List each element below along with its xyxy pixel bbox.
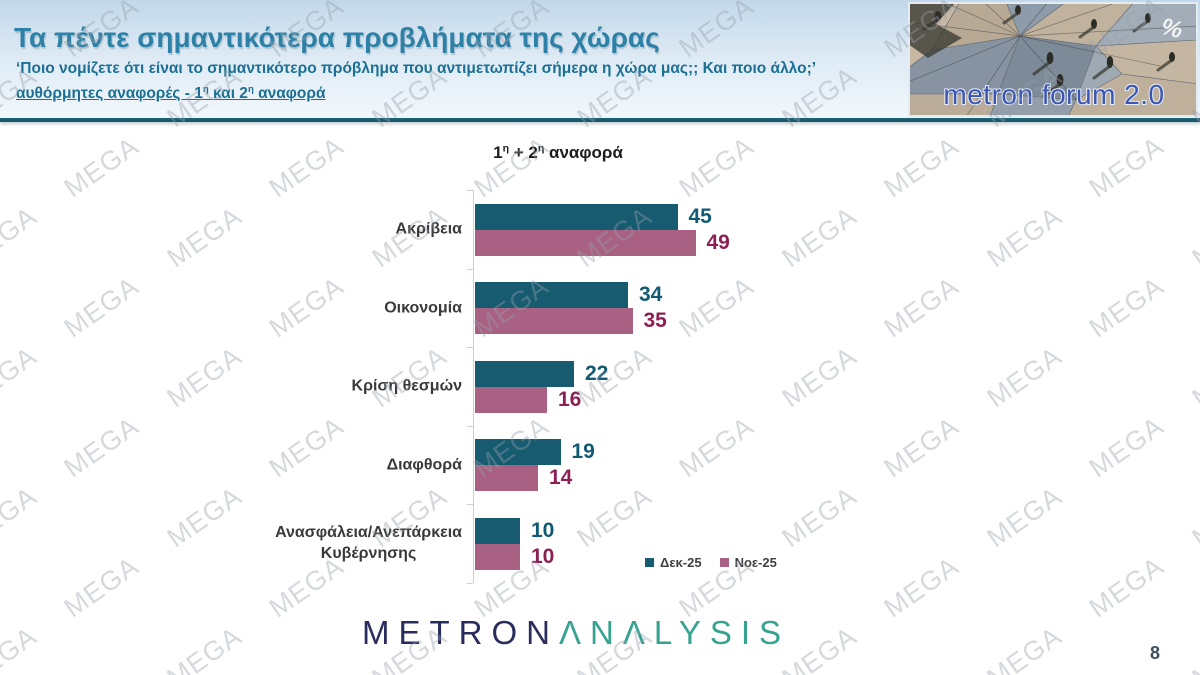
- value-label: 10: [531, 544, 555, 568]
- category-label: Κρίση θεσμών: [351, 377, 462, 395]
- bar-segment: [475, 203, 678, 230]
- plot-area: Ακρίβεια 45 49 Οικονομία 34 35 Κρίση θεσμών 22 1…: [0, 190, 1200, 584]
- page-number: 8: [1149, 643, 1160, 663]
- value-label: 22: [585, 361, 609, 385]
- value-label: 14: [549, 466, 573, 489]
- header-subtitle-underlined: αυθόρμητες αναφορές - 1η και 2η αναφορά: [16, 83, 326, 102]
- value-label: 35: [643, 309, 667, 332]
- watermark-text: MEGA: [981, 620, 1068, 675]
- bar-segment: [475, 439, 561, 465]
- legend-item: Νοε-25: [719, 555, 777, 570]
- legend-swatch-icon: [719, 558, 729, 567]
- bar-segment: [475, 282, 628, 308]
- y-axis-line: [473, 190, 474, 583]
- axis-tick: [467, 504, 473, 505]
- axis-tick: [467, 347, 473, 348]
- watermark-text: MEGA: [0, 620, 43, 675]
- category-label: Ακρίβεια: [395, 220, 462, 238]
- page-title: Τα πέντε σημαντικότερα προβλήματα της χώ…: [14, 22, 660, 53]
- metron-forum-photo: % metron forum 2.0: [907, 1, 1199, 118]
- category-label: Διαφθορά: [386, 456, 462, 474]
- axis-tick: [467, 268, 473, 270]
- watermark-text: MEGA: [161, 620, 248, 675]
- axis-tick: [467, 425, 473, 427]
- bar-segment: [475, 308, 633, 334]
- header-subtitle: ‘Ποιο νομίζετε ότι είναι το σημαντικότερ…: [16, 60, 817, 77]
- legend-label: Δεκ-25: [660, 555, 702, 570]
- bar-segment: [475, 517, 520, 544]
- legend-item: Δεκ-25: [645, 555, 702, 570]
- legend-swatch-icon: [645, 558, 654, 567]
- value-label: 34: [639, 283, 663, 306]
- metron-forum-logo: % metron forum 2.0: [907, 1, 1199, 118]
- metron-forum-wordmark: metron forum 2.0: [943, 79, 1164, 110]
- value-label: 49: [706, 230, 730, 254]
- plaza-lines: [907, 1, 1199, 118]
- category-label: Οικονομία: [384, 299, 462, 317]
- axis-tick: [467, 190, 473, 191]
- brand-analysis: ΛΝΛLYSIS: [559, 614, 791, 651]
- category-label: Ανασφάλεια/Ανεπάρκεια Κυβέρνησης: [275, 524, 462, 563]
- axis-tick: [467, 582, 473, 584]
- watermark-text: MEGA: [1186, 620, 1200, 675]
- value-label: 16: [558, 387, 582, 411]
- bar-segment: [475, 229, 696, 256]
- bar-segment: [475, 360, 574, 387]
- brand-metron: METRON: [362, 614, 559, 651]
- bar-segment: [475, 543, 520, 570]
- metron-analysis-logo: METRONΛΝΛLYSIS: [362, 614, 790, 652]
- value-label: 10: [531, 518, 555, 542]
- chart-title: 1η + 2η αναφορά: [493, 142, 623, 162]
- value-label: 45: [688, 204, 712, 228]
- people-shadows: [922, 11, 1174, 98]
- bar-segment: [475, 386, 547, 413]
- header-divider: [0, 118, 1200, 122]
- chart-legend: Δεκ-25 Νοε-25: [645, 555, 777, 570]
- legend-label: Νοε-25: [734, 555, 777, 570]
- shadow-blob: [908, 2, 962, 58]
- value-label: 19: [571, 440, 595, 463]
- bar-segment: [475, 465, 538, 491]
